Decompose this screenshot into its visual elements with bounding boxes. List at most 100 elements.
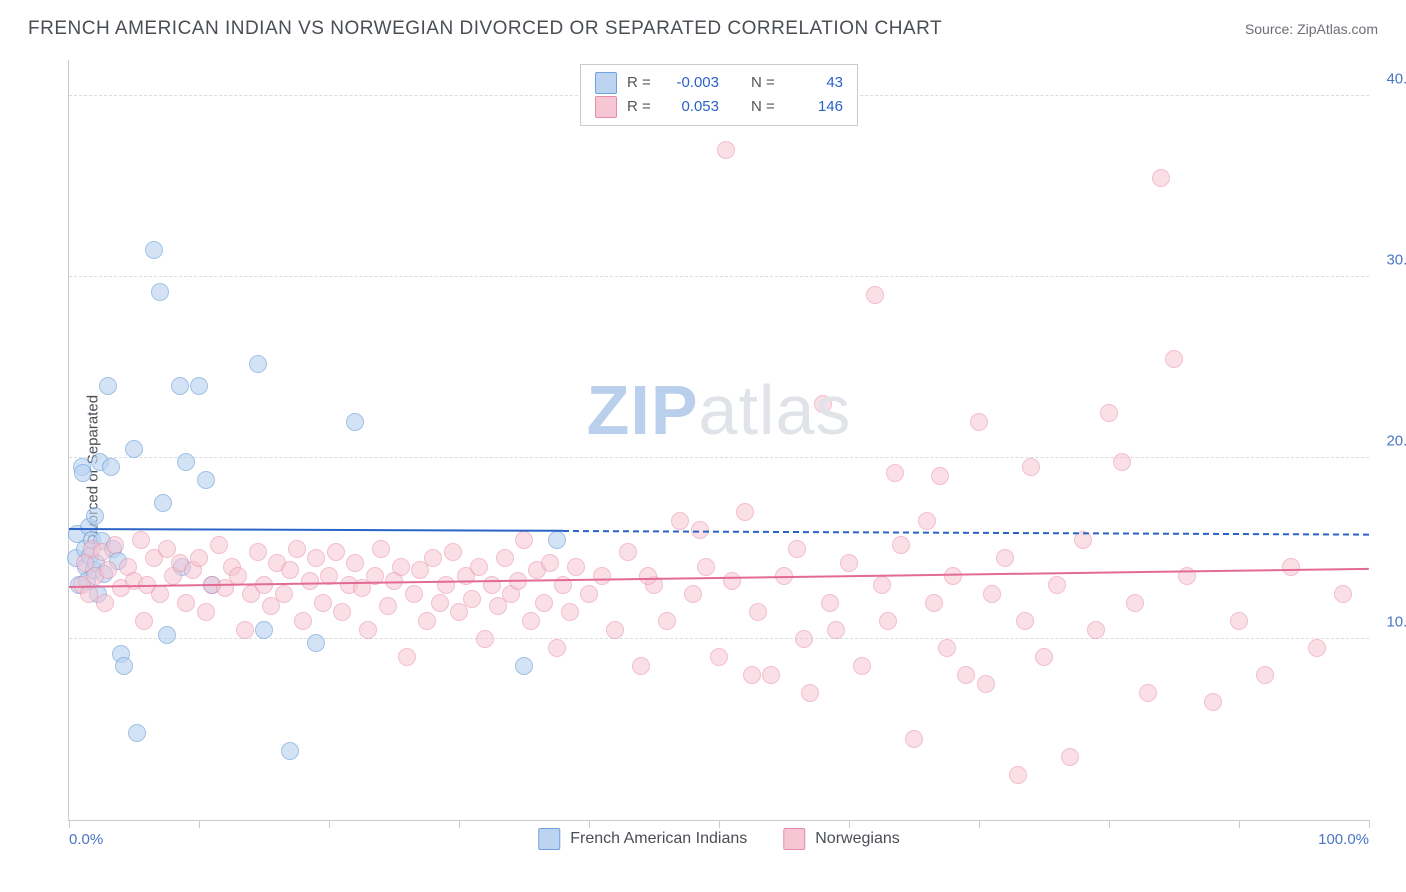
data-point — [567, 558, 585, 576]
data-point — [970, 413, 988, 431]
x-tick — [589, 820, 590, 828]
data-point — [431, 594, 449, 612]
data-point — [314, 594, 332, 612]
data-point — [102, 458, 120, 476]
data-point — [1048, 576, 1066, 594]
data-point — [151, 283, 169, 301]
data-point — [522, 612, 540, 630]
series-legend: French American Indians Norwegians — [538, 828, 899, 850]
data-point — [281, 561, 299, 579]
data-point — [697, 558, 715, 576]
x-tick — [1369, 820, 1370, 828]
x-tick — [1239, 820, 1240, 828]
x-tick — [849, 820, 850, 828]
data-point — [476, 630, 494, 648]
data-point — [307, 549, 325, 567]
y-tick-label: 10.0% — [1386, 614, 1406, 631]
data-point — [801, 684, 819, 702]
data-point — [619, 543, 637, 561]
n-label: N = — [751, 95, 783, 119]
legend-item: Norwegians — [783, 828, 899, 850]
r-value: 0.053 — [669, 95, 719, 119]
data-point — [827, 621, 845, 639]
data-point — [210, 536, 228, 554]
data-point — [255, 621, 273, 639]
data-point — [1152, 169, 1170, 187]
data-point — [931, 467, 949, 485]
r-label: R = — [627, 95, 659, 119]
x-tick — [329, 820, 330, 828]
x-tick — [1109, 820, 1110, 828]
data-point — [743, 666, 761, 684]
data-point — [1139, 684, 1157, 702]
legend-item: French American Indians — [538, 828, 747, 850]
data-point — [593, 567, 611, 585]
trend-line — [563, 530, 1369, 536]
data-point — [1061, 748, 1079, 766]
data-point — [639, 567, 657, 585]
data-point — [346, 554, 364, 572]
data-point — [125, 440, 143, 458]
data-point — [115, 657, 133, 675]
n-value: 43 — [793, 71, 843, 95]
data-point — [444, 543, 462, 561]
data-point — [925, 594, 943, 612]
source-attribution: Source: ZipAtlas.com — [1245, 21, 1378, 37]
data-point — [541, 554, 559, 572]
data-point — [197, 471, 215, 489]
data-point — [190, 549, 208, 567]
data-point — [717, 141, 735, 159]
data-point — [372, 540, 390, 558]
legend-swatch — [538, 828, 560, 850]
data-point — [996, 549, 1014, 567]
data-point — [392, 558, 410, 576]
data-point — [671, 512, 689, 530]
data-point — [398, 648, 416, 666]
data-point — [866, 286, 884, 304]
stats-legend-row: R =-0.003N =43 — [595, 71, 843, 95]
data-point — [190, 377, 208, 395]
data-point — [821, 594, 839, 612]
data-point — [379, 597, 397, 615]
data-point — [561, 603, 579, 621]
data-point — [892, 536, 910, 554]
data-point — [1165, 350, 1183, 368]
data-point — [281, 742, 299, 760]
data-point — [275, 585, 293, 603]
data-point — [1308, 639, 1326, 657]
data-point — [879, 612, 897, 630]
data-point — [515, 657, 533, 675]
data-point — [1126, 594, 1144, 612]
data-point — [463, 590, 481, 608]
gridline-h — [69, 276, 1369, 277]
data-point — [535, 594, 553, 612]
data-point — [418, 612, 436, 630]
legend-swatch — [783, 828, 805, 850]
x-tick — [979, 820, 980, 828]
data-point — [710, 648, 728, 666]
data-point — [128, 724, 146, 742]
data-point — [788, 540, 806, 558]
data-point — [197, 603, 215, 621]
stats-legend-row: R =0.053N =146 — [595, 95, 843, 119]
data-point — [177, 453, 195, 471]
data-point — [918, 512, 936, 530]
data-point — [606, 621, 624, 639]
legend-label: French American Indians — [570, 830, 747, 848]
x-tick — [69, 820, 70, 828]
x-tick — [199, 820, 200, 828]
data-point — [853, 657, 871, 675]
data-point — [99, 377, 117, 395]
data-point — [736, 503, 754, 521]
r-label: R = — [627, 71, 659, 95]
gridline-h — [69, 457, 1369, 458]
data-point — [106, 536, 124, 554]
plot-area: ZIPatlas R =-0.003N =43R =0.053N =146 Fr… — [68, 60, 1369, 821]
data-point — [905, 730, 923, 748]
data-point — [1100, 404, 1118, 422]
chart-container: Divorced or Separated ZIPatlas R =-0.003… — [28, 60, 1378, 880]
data-point — [515, 531, 533, 549]
chart-title: FRENCH AMERICAN INDIAN VS NORWEGIAN DIVO… — [28, 18, 942, 40]
data-point — [1204, 693, 1222, 711]
data-point — [158, 626, 176, 644]
